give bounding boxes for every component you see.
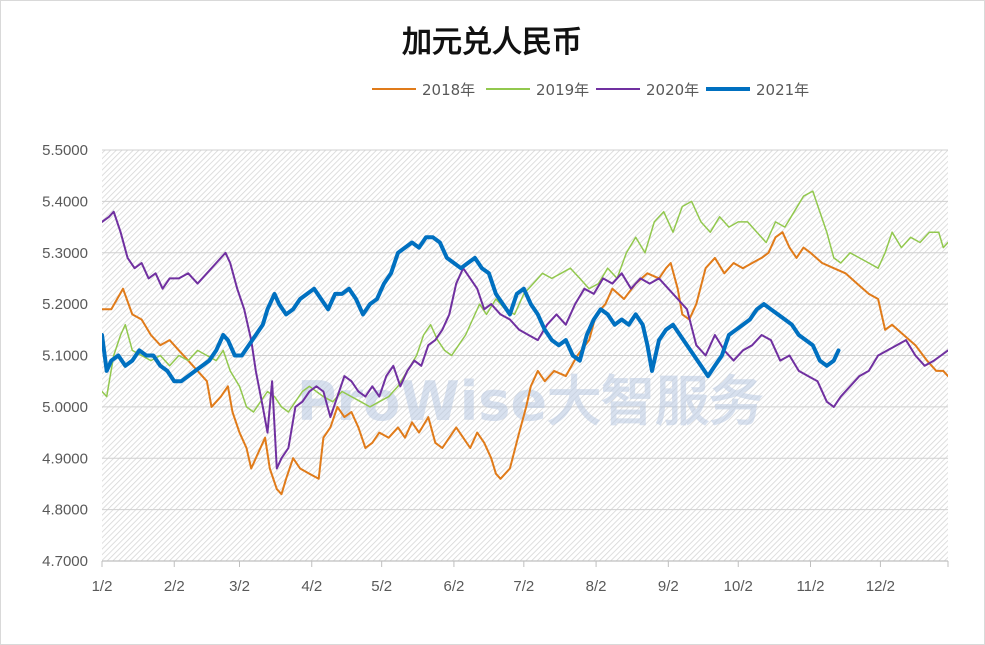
y-tick-label: 5.2000 <box>42 296 88 313</box>
series-line-2020 <box>102 210 948 470</box>
y-tick-label: 5.0000 <box>42 399 88 416</box>
y-tick-label: 5.5000 <box>42 142 88 159</box>
y-tick-label: 4.9000 <box>42 450 88 467</box>
legend-label: 2021年 <box>756 81 809 99</box>
y-tick-label: 5.4000 <box>42 193 88 210</box>
x-tick-label: 11/2 <box>796 578 824 595</box>
x-tick-label: 9/2 <box>658 578 679 595</box>
chart-title: 加元兑人民币 <box>402 25 582 60</box>
y-tick-label: 5.1000 <box>42 348 88 365</box>
x-tick-label: 1/2 <box>92 578 113 595</box>
x-tick-label: 12/2 <box>866 578 895 595</box>
legend-label: 2018年 <box>422 81 475 99</box>
x-tick-label: 5/2 <box>371 578 392 595</box>
x-tick-label: 3/2 <box>229 578 250 595</box>
y-tick-label: 5.3000 <box>42 245 88 262</box>
y-tick-label: 4.8000 <box>42 502 88 519</box>
y-tick-label: 4.7000 <box>42 553 88 570</box>
x-tick-label: 2/2 <box>164 578 185 595</box>
legend-label: 2020年 <box>646 81 699 99</box>
series-line-2021 <box>102 235 841 384</box>
series-line-2018 <box>102 231 948 496</box>
series-group <box>102 190 948 496</box>
x-tick-label: 4/2 <box>301 578 322 595</box>
x-tick-label: 6/2 <box>443 578 464 595</box>
axes: 5.5000 5.4000 5.3000 5.2000 5.1000 5.0000 4.90… <box>42 142 949 595</box>
x-tick-label: 10/2 <box>724 578 753 595</box>
legend-label: 2019年 <box>536 81 589 99</box>
x-tick-label: 7/2 <box>513 578 534 595</box>
x-tick-label: 8/2 <box>586 578 607 595</box>
watermark-text: ProWise大智服务 <box>297 370 763 433</box>
legend: 2018年 2019年 2020年 2021年 <box>372 81 809 99</box>
gridlines <box>102 149 948 511</box>
